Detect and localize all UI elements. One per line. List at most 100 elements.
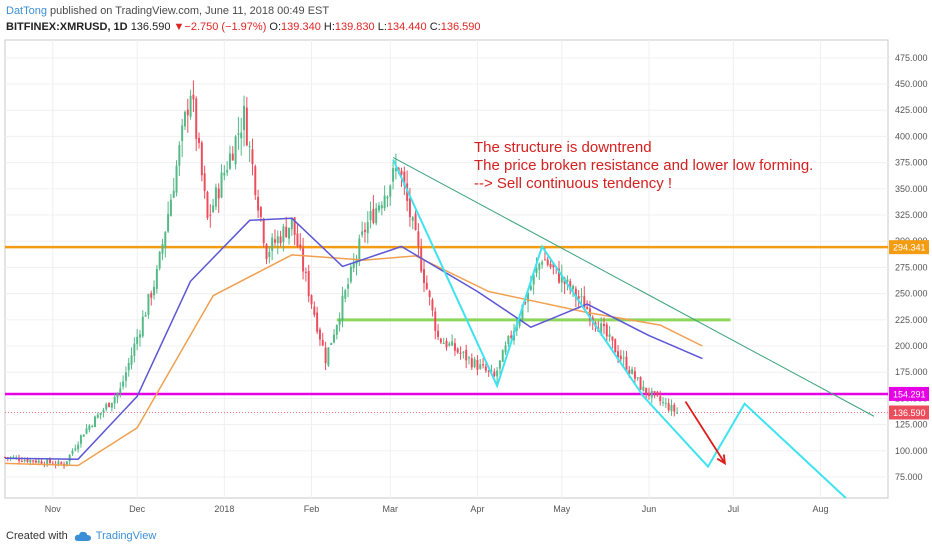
candle-body [271,237,274,251]
annotation-line-3: --> Sell continuous tendency ! [474,175,672,192]
candle-body [273,239,276,243]
plot-frame [4,39,889,499]
candle-body [243,105,246,131]
candle-body [521,304,524,320]
candle-body [524,302,527,304]
candle-body [313,306,316,316]
candle-body [321,339,324,346]
time-axis: Nov Dec 2018 Feb Mar Apr May Jun Jul Aug [45,504,829,514]
candle-body [510,335,513,338]
candle-body [262,219,265,244]
candle-body [349,266,352,282]
candle-body [85,428,88,434]
candle-body [77,444,80,450]
candle-body [257,196,260,211]
candle-body [456,348,459,353]
candle-body [172,190,175,198]
candle-body [476,360,479,370]
candle-body [636,377,639,379]
sell-arrow-shaft [684,401,726,464]
candle-body [366,222,369,234]
candle-body [240,132,243,139]
y-tick-label: 125.000 [895,420,928,430]
candle-body [290,217,293,230]
candle-body [619,355,622,360]
candle-body [442,343,445,345]
y-tick-label: 250.000 [895,289,928,299]
candle-body [591,317,594,322]
candle-body [231,153,234,161]
candle-body [417,231,420,247]
candle-body [496,370,499,377]
y-tick-label: 450.000 [895,79,928,89]
candle-body [501,350,504,362]
candle-body [602,323,605,327]
candle-body [209,214,212,216]
down-arrow-icon: ▼ [173,21,185,33]
candle-body [608,334,611,337]
candle-body [557,268,560,283]
ohlc-line: BITFINEX:XMRUSD, 1D 136.590 ▼−2.750 (−1.… [6,19,926,35]
candle-body [479,364,482,369]
candle-body [394,167,397,172]
candle-body [138,334,141,338]
downtrend-line [392,156,875,417]
candle-body [220,172,223,198]
candle-body [484,366,487,371]
candle-body [164,231,167,248]
candle-body [310,295,313,305]
y-tick-label: 375.000 [895,158,928,168]
x-tick-label: Mar [383,504,399,514]
candle-body [459,352,462,354]
close-value: 136.590 [440,21,481,33]
candle-body [588,308,591,320]
publish-info: published on TradingView.com, June 11, 2… [46,5,330,17]
candle-body [586,306,589,309]
candle-body [361,231,364,236]
candle-body [493,371,496,377]
candle-body [248,146,251,148]
candle-body [285,226,288,238]
candle-body [518,317,521,326]
candle-body [605,324,608,337]
candle-body [265,244,268,260]
candle-body [198,137,201,144]
candle-body [324,347,327,364]
candle-body [389,185,392,197]
candle-body [498,360,501,369]
candle-body [473,359,476,368]
author-link[interactable]: DatTong [6,5,47,17]
chart-header: DatTong published on TradingView.com, Ju… [6,3,926,37]
candle-body [352,262,355,269]
y-tick-label: 475.000 [895,53,928,63]
candle-body [110,402,113,408]
candle-body [532,274,535,285]
candle-body [88,425,91,430]
candle-body [414,213,417,230]
candle-body [527,292,530,302]
tradingview-brand[interactable]: TradingView [74,530,156,542]
candle-body [369,211,372,221]
candle-body [318,329,321,340]
candle-body [40,461,43,464]
candle-body [625,356,628,371]
candle-body [347,284,350,289]
low-value: 134.440 [386,21,427,33]
candle-body [445,340,448,348]
candle-body [392,168,395,182]
open-value: 139.340 [281,21,321,33]
candle-body [217,188,220,199]
candle-body [425,282,428,290]
candle-body [465,349,468,361]
candle-body [279,236,282,244]
candle-body [400,170,403,175]
candle-body [18,458,21,461]
candle-body [74,448,77,451]
candle-body [29,459,32,463]
candle-body [504,345,507,353]
candle-body [288,227,291,239]
candle-body [664,402,667,404]
candle-body [147,294,150,315]
candle-body [470,358,473,368]
